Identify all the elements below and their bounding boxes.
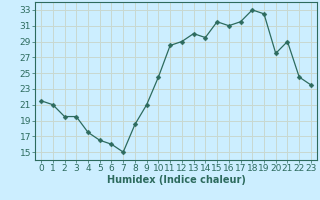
X-axis label: Humidex (Indice chaleur): Humidex (Indice chaleur) (107, 175, 245, 185)
